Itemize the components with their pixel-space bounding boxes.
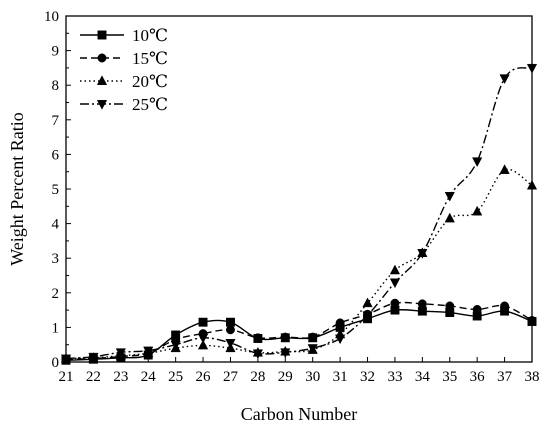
x-tick-label: 32 — [360, 369, 375, 385]
data-point — [362, 311, 373, 322]
data-point — [115, 348, 126, 359]
data-point — [280, 348, 291, 359]
x-tick-label: 30 — [305, 369, 320, 385]
data-point — [335, 334, 346, 345]
data-point — [97, 30, 107, 40]
data-point — [197, 333, 209, 344]
x-tick-label: 29 — [278, 369, 293, 385]
x-tick-label: 22 — [86, 369, 101, 385]
data-point — [226, 317, 235, 327]
series-2 — [61, 298, 537, 365]
data-point — [170, 340, 181, 351]
data-point — [389, 264, 401, 275]
legend-label: 10℃ — [132, 26, 168, 45]
data-point — [472, 157, 483, 168]
data-point — [225, 339, 236, 349]
x-tick-label: 37 — [497, 369, 513, 385]
data-point — [417, 299, 427, 309]
data-point — [472, 304, 482, 314]
x-tick-label: 34 — [415, 369, 431, 385]
data-point — [226, 325, 235, 335]
data-point — [444, 212, 455, 223]
data-point — [500, 301, 510, 311]
data-point — [197, 339, 209, 350]
data-point — [308, 332, 318, 342]
series-4 — [60, 63, 538, 365]
y-tick-label: 6 — [52, 147, 60, 163]
y-tick-label: 2 — [52, 286, 60, 302]
y-tick-label: 3 — [52, 251, 60, 267]
y-tick-label: 10 — [44, 9, 59, 25]
data-point — [362, 297, 373, 308]
data-point — [445, 301, 455, 311]
y-axis-title: Weight Percent Ratio — [7, 112, 27, 266]
data-point — [499, 74, 510, 85]
data-point — [198, 317, 208, 327]
data-point — [280, 332, 290, 342]
data-point — [472, 205, 483, 216]
legend-item: 25℃ — [80, 95, 168, 114]
x-tick-label: 21 — [59, 369, 74, 385]
x-tick-label: 27 — [223, 369, 239, 385]
x-tick-label: 36 — [470, 369, 486, 385]
x-tick-label: 35 — [442, 369, 457, 385]
data-point — [389, 278, 401, 289]
y-tick-label: 4 — [52, 217, 60, 233]
x-tick-label: 25 — [168, 369, 183, 385]
data-point — [417, 249, 428, 259]
data-point — [253, 333, 263, 343]
legend-item: 20℃ — [80, 72, 168, 91]
series-3 — [60, 164, 538, 363]
data-point — [96, 75, 108, 85]
data-point — [307, 344, 318, 354]
x-tick-label: 24 — [141, 369, 157, 385]
x-tick-label: 31 — [333, 369, 348, 385]
x-axis-title: Carbon Number — [241, 404, 357, 424]
data-point — [335, 318, 345, 328]
y-tick-label: 1 — [52, 320, 60, 336]
series-line — [65, 168, 533, 360]
data-point — [96, 100, 108, 110]
y-tick-label: 8 — [52, 78, 60, 94]
data-point — [444, 191, 455, 202]
x-tick-label: 28 — [250, 369, 265, 385]
x-tick-label: 33 — [387, 369, 402, 385]
data-point — [499, 164, 510, 174]
data-point — [97, 53, 107, 63]
legend-item: 15℃ — [80, 49, 168, 68]
legend-label: 15℃ — [132, 49, 168, 68]
legend: 10℃ 15℃ 20℃ 25℃ — [80, 26, 168, 114]
y-tick-label: 5 — [52, 182, 60, 198]
y-tick-label: 9 — [52, 44, 60, 60]
legend-label: 20℃ — [132, 72, 168, 91]
legend-item: 10℃ — [80, 26, 168, 45]
series-line — [65, 308, 533, 361]
x-tick-label: 38 — [525, 369, 540, 385]
x-tick-label: 26 — [196, 369, 212, 385]
data-point — [252, 349, 263, 360]
y-tick-label: 7 — [52, 113, 60, 129]
x-tick-label: 23 — [113, 369, 128, 385]
legend-label: 25℃ — [132, 95, 168, 114]
data-point — [143, 346, 154, 357]
data-point — [390, 298, 400, 308]
y-tick-label: 0 — [52, 355, 60, 371]
